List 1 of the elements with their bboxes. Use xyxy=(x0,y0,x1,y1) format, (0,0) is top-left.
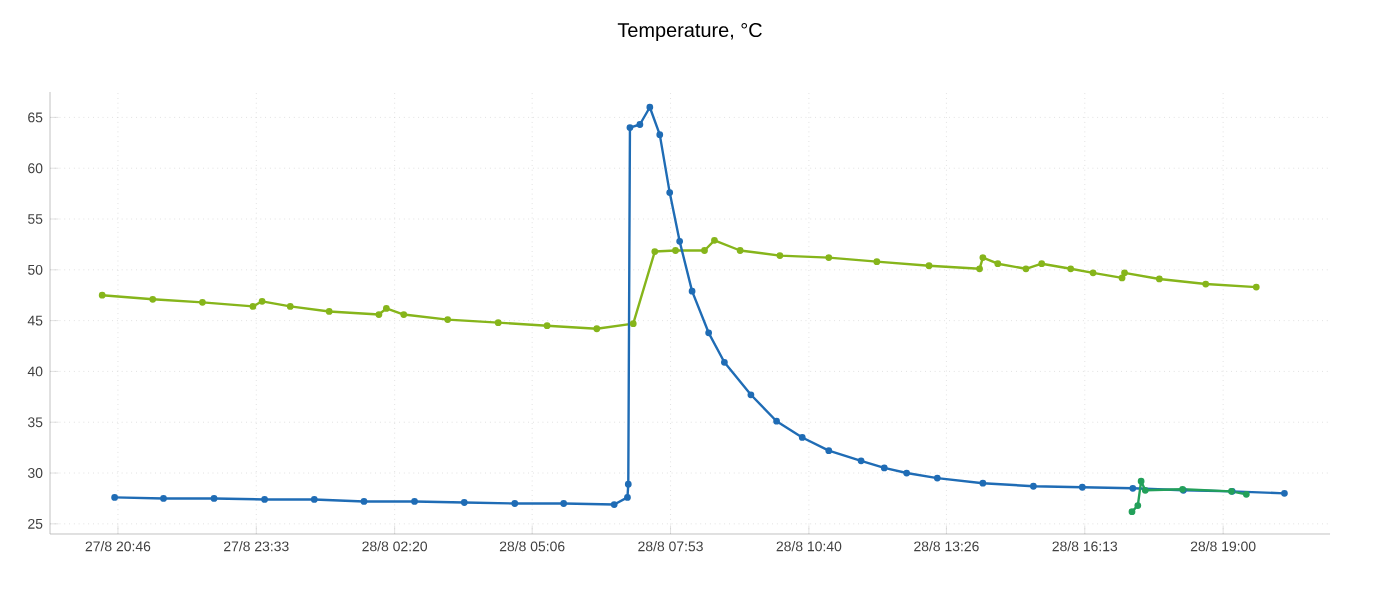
chart-title: Temperature, °C xyxy=(617,22,762,42)
